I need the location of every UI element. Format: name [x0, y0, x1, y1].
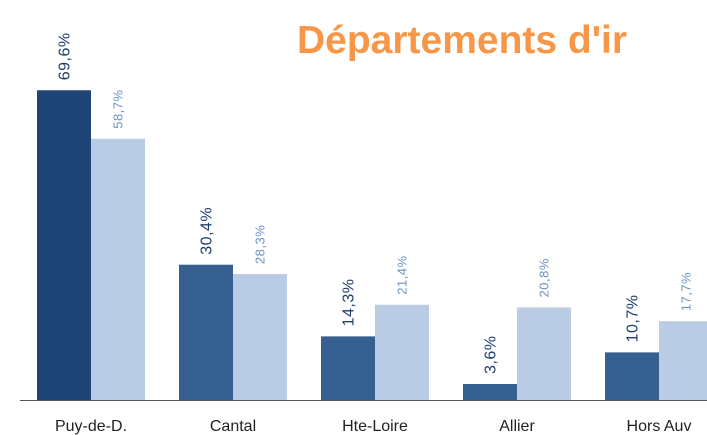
data-label: 10,7%	[625, 295, 642, 343]
data-label: 69,6%	[57, 32, 74, 80]
data-label: 20,8%	[537, 258, 552, 297]
bar	[517, 307, 571, 400]
bar	[179, 264, 233, 400]
bar	[463, 383, 517, 400]
data-label: 14,3%	[341, 278, 358, 326]
x-tick-label: Hors Auv	[627, 418, 692, 435]
x-tick-label: Allier	[499, 418, 535, 435]
bar	[605, 352, 659, 400]
x-tick-label: Hte-Loire	[342, 418, 408, 435]
data-label: 58,7%	[111, 89, 126, 128]
bar	[91, 138, 145, 400]
chart-title: Départements d'ir	[297, 19, 627, 62]
data-label: 28,3%	[253, 225, 268, 264]
x-tick-label: Puy-de-D.	[55, 418, 127, 435]
bar	[321, 336, 375, 400]
data-label: 21,4%	[395, 255, 410, 294]
bar	[375, 304, 429, 400]
x-tick-label: Cantal	[210, 418, 256, 435]
data-label: 30,4%	[199, 207, 216, 255]
bar	[659, 321, 707, 400]
bar	[233, 274, 287, 400]
bar	[37, 90, 91, 400]
data-label: 3,6%	[483, 336, 500, 374]
data-label: 17,7%	[679, 272, 694, 311]
